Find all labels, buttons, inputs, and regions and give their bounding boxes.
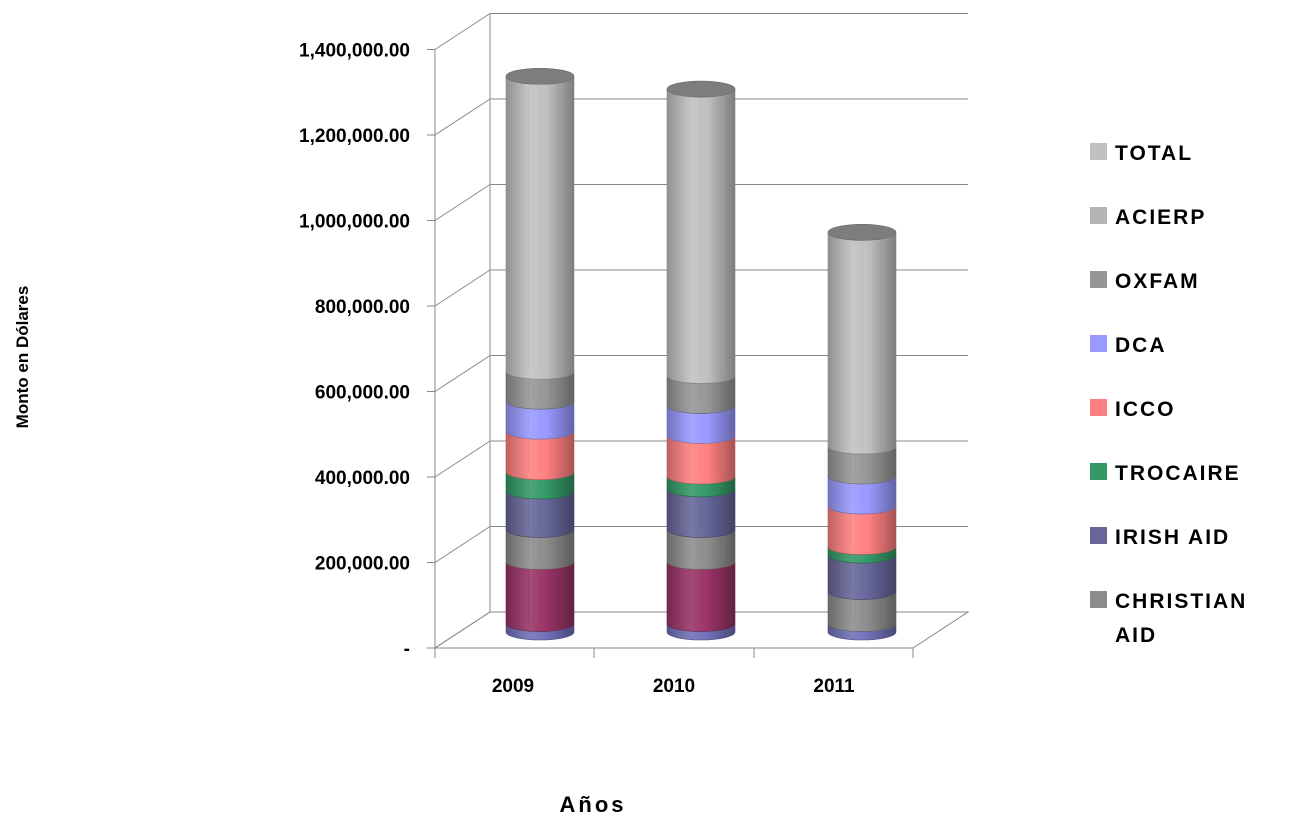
y-tick-label: 1,400,000.00 [299,41,410,62]
legend-item: CHRISTIAN AID [1090,590,1247,647]
legend-item: DCA [1090,334,1167,357]
legend-swatch [1090,591,1107,608]
x-tick-label: 2009 [492,676,534,697]
legend-label-line2: AID [1115,624,1157,647]
gridline-diagonal [434,355,491,392]
y-axis-title: Monto en Dólares [13,286,32,429]
legend: TOTAL ACIERP OXFAM DCA ICCO TROCAIRE IRISH AID… [1090,142,1247,647]
legend-label: OXFAM [1115,270,1200,293]
legend-swatch [1090,271,1107,288]
legend-swatch [1090,527,1107,544]
x-tick-label: 2010 [653,676,695,697]
y-tick-label: 1,000,000.00 [299,212,410,233]
gridline-diagonal [434,184,491,221]
bar-stack-2011 [827,223,897,641]
legend-swatch [1090,143,1107,160]
legend-swatch [1090,399,1107,416]
legend-label: IRISH AID [1115,526,1230,549]
y-tick-label: 600,000.00 [315,383,410,404]
legend-swatch [1090,335,1107,352]
gridline-diagonal [434,526,491,563]
y-axis-tick-labels: - 200,000.00 400,000.00 600,000.00 800,000.0… [299,41,410,661]
gridline-diagonal [434,440,491,478]
bar-top-cap [827,223,897,241]
y-tick-label: 800,000.00 [315,297,410,318]
bar-top-cap [505,67,575,85]
bar-top-cap [666,80,736,98]
y-tick-label: - [404,639,410,660]
gridline-diagonal [434,611,491,649]
x-axis: 2009 2010 2011 [434,648,914,697]
legend-item: TROCAIRE [1090,462,1241,485]
legend-item: ICCO [1090,398,1176,421]
legend-label: TOTAL [1115,142,1193,165]
legend-item: ACIERP [1090,206,1206,229]
gridline-diagonal [434,269,491,307]
gridline-diagonal [434,98,491,136]
x-tick-label: 2011 [813,676,855,697]
legend-swatch [1090,207,1107,224]
legend-label: ICCO [1115,398,1176,421]
bars [505,67,897,641]
y-tick-label: 400,000.00 [315,468,410,489]
gridline-diagonal [434,13,491,50]
bar-stack-2009 [505,67,575,641]
legend-item: TOTAL [1090,142,1193,165]
legend-label: DCA [1115,334,1167,357]
legend-label: TROCAIRE [1115,462,1241,485]
legend-swatch [1090,463,1107,480]
legend-label: ACIERP [1115,206,1206,229]
y-tick-label: 200,000.00 [315,554,410,575]
legend-item: IRISH AID [1090,526,1230,549]
bar-stack-2010 [666,80,736,641]
legend-item: OXFAM [1090,270,1200,293]
legend-label: CHRISTIAN [1115,590,1247,613]
x-axis-title: Años [560,792,627,817]
y-tick-label: 1,200,000.00 [299,126,410,147]
